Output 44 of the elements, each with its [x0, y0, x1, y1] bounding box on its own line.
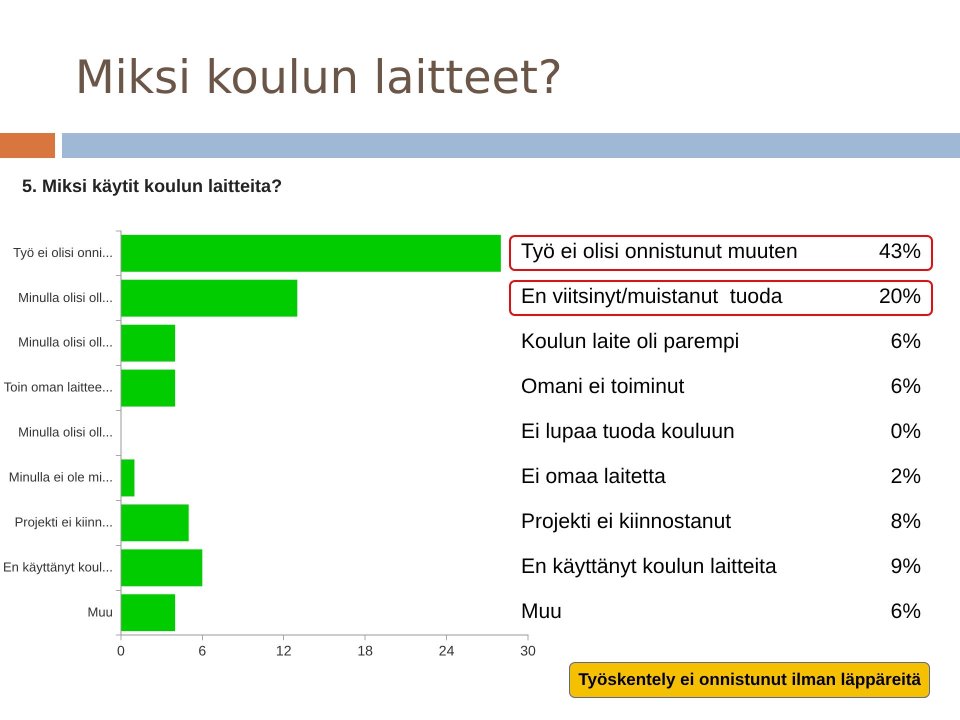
- bar: [121, 370, 176, 406]
- bar: [121, 280, 298, 317]
- x-tick-label: 24: [438, 642, 455, 658]
- text: 20%: [878, 285, 921, 310]
- chart-title: Miksi koulun laitteet?: [75, 50, 562, 104]
- x-tick-label: 6: [198, 642, 206, 658]
- y-tick-label: Minulla ei ole mi...: [8, 470, 113, 485]
- text: 6%: [890, 600, 921, 624]
- y-tick-label: Projekti ei kiinn...: [14, 514, 113, 530]
- annotation: Työ ei olisi onnistunut muuten: [521, 240, 798, 264]
- text: 43%: [878, 240, 921, 264]
- text: 6%: [890, 330, 921, 354]
- y-tick-label: Toin oman laittee...: [4, 380, 113, 395]
- text: Työskentely ei onnistunut ilman läppäreitä: [569, 662, 930, 698]
- text: 6%: [890, 375, 921, 400]
- x-tick-label: 12: [276, 642, 292, 658]
- annotation: Ei lupaa tuoda kouluun: [521, 420, 735, 443]
- annotation: En viitsinyt/muistanut tuoda: [521, 285, 782, 308]
- y-tick-label: En käyttänyt koul...: [2, 559, 113, 574]
- bar: [121, 549, 202, 586]
- annotation: Omani ei toiminut: [521, 375, 684, 398]
- bar: [121, 460, 134, 496]
- y-tick-label: Työ ei olisi onni...: [13, 244, 113, 260]
- annotation: En käyttänyt koulun laitteita: [521, 554, 777, 578]
- bar: [121, 324, 176, 362]
- y-tick-label: Minulla olisi oll...: [18, 290, 113, 305]
- annotation: Koulun laite oli parempi: [521, 330, 740, 354]
- text: 0%: [890, 420, 921, 444]
- chart-subtitle: 5. Miksi käytit koulun laitteita?: [22, 176, 282, 197]
- bar: [121, 504, 189, 542]
- y-tick-label: Minulla olisi oll...: [18, 334, 113, 350]
- annotation: Muu: [521, 600, 562, 623]
- annotation: Ei omaa laitetta: [521, 464, 666, 488]
- y-tick-label: Muu: [88, 604, 113, 620]
- text: 8%: [890, 510, 921, 534]
- x-tick-label: 0: [116, 642, 125, 658]
- bar: [121, 594, 176, 632]
- y-tick-label: Minulla olisi oll...: [18, 424, 113, 440]
- text: 2%: [890, 464, 921, 489]
- annotation: Projekti ei kiinnostanut: [521, 510, 732, 533]
- text: 9%: [890, 554, 921, 579]
- x-tick-label: 30: [520, 642, 536, 658]
- x-tick-label: 18: [357, 642, 374, 658]
- bar: [121, 234, 501, 272]
